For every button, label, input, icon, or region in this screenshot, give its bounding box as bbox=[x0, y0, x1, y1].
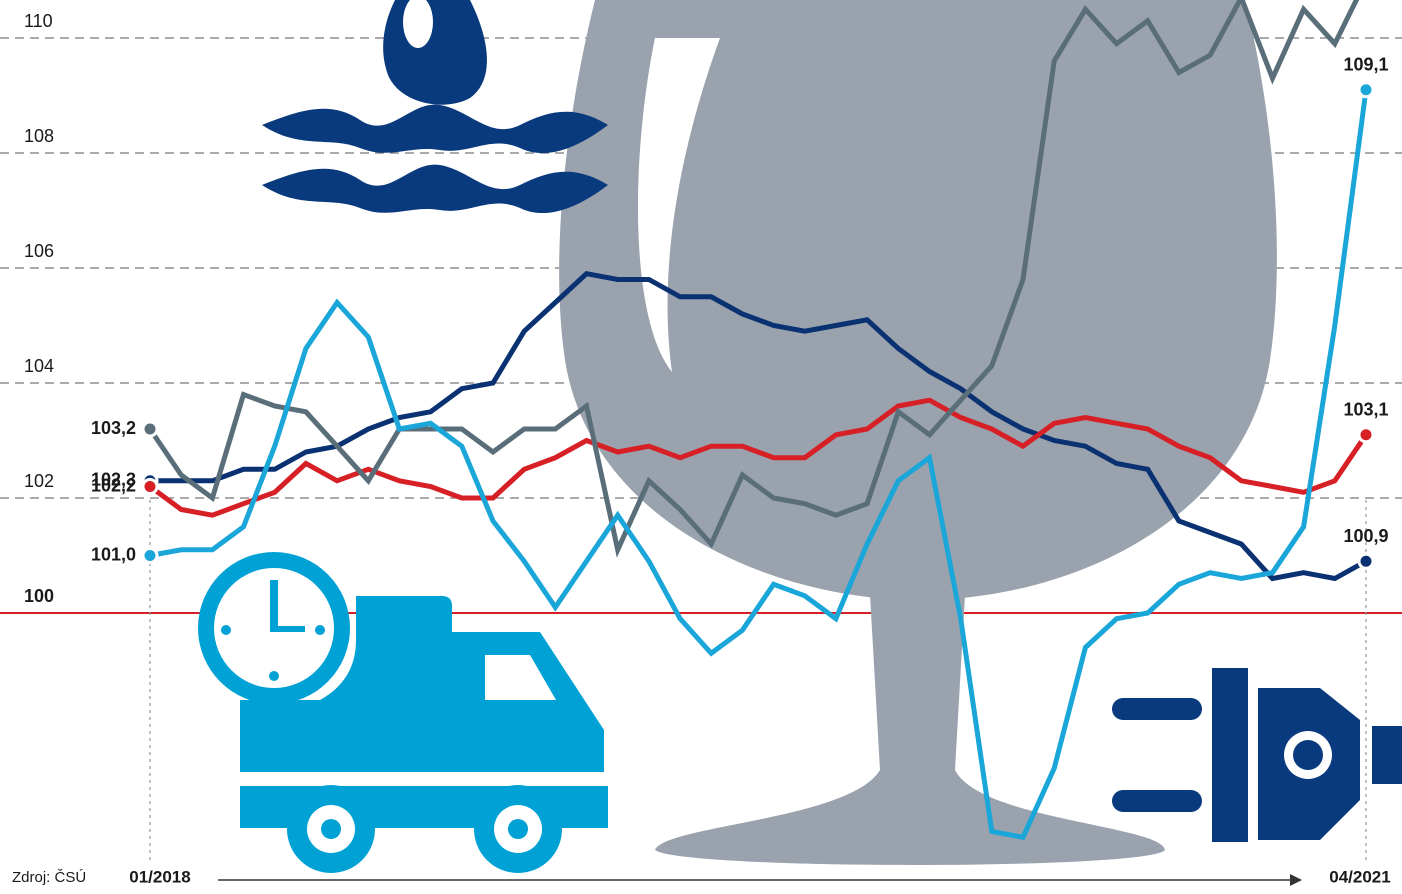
value-label: 103,1 bbox=[1343, 400, 1388, 420]
value-label: 100,9 bbox=[1343, 526, 1388, 546]
glass-icon bbox=[559, 0, 1277, 865]
chart: 100102104106108110 01/201804/2021102,310… bbox=[0, 0, 1402, 889]
truck-icon bbox=[198, 552, 608, 873]
y-tick-label: 100 bbox=[24, 586, 54, 606]
value-label: 109,1 bbox=[1343, 55, 1388, 75]
end-point bbox=[1359, 83, 1373, 97]
value-label: 101,0 bbox=[91, 544, 136, 564]
y-tick-label: 102 bbox=[24, 471, 54, 491]
y-tick-label: 110 bbox=[24, 11, 53, 31]
y-tick-label: 108 bbox=[24, 126, 54, 146]
end-point bbox=[143, 422, 157, 436]
x-axis-arrowhead bbox=[1290, 874, 1302, 886]
source: Zdroj: ČSÚ bbox=[12, 869, 86, 886]
value-label: 103,2 bbox=[91, 418, 136, 438]
x-tick-label: 01/2018 bbox=[129, 867, 190, 886]
value-label: 102,2 bbox=[91, 475, 136, 495]
end-point bbox=[1359, 554, 1373, 568]
end-point bbox=[1359, 428, 1373, 442]
end-point bbox=[143, 549, 157, 563]
y-tick-label: 104 bbox=[24, 356, 54, 376]
y-tick-label: 106 bbox=[24, 241, 54, 261]
plug-icon bbox=[1112, 668, 1402, 842]
end-point bbox=[143, 480, 157, 494]
water-icon bbox=[262, 0, 608, 213]
x-tick-label: 04/2021 bbox=[1329, 867, 1390, 886]
